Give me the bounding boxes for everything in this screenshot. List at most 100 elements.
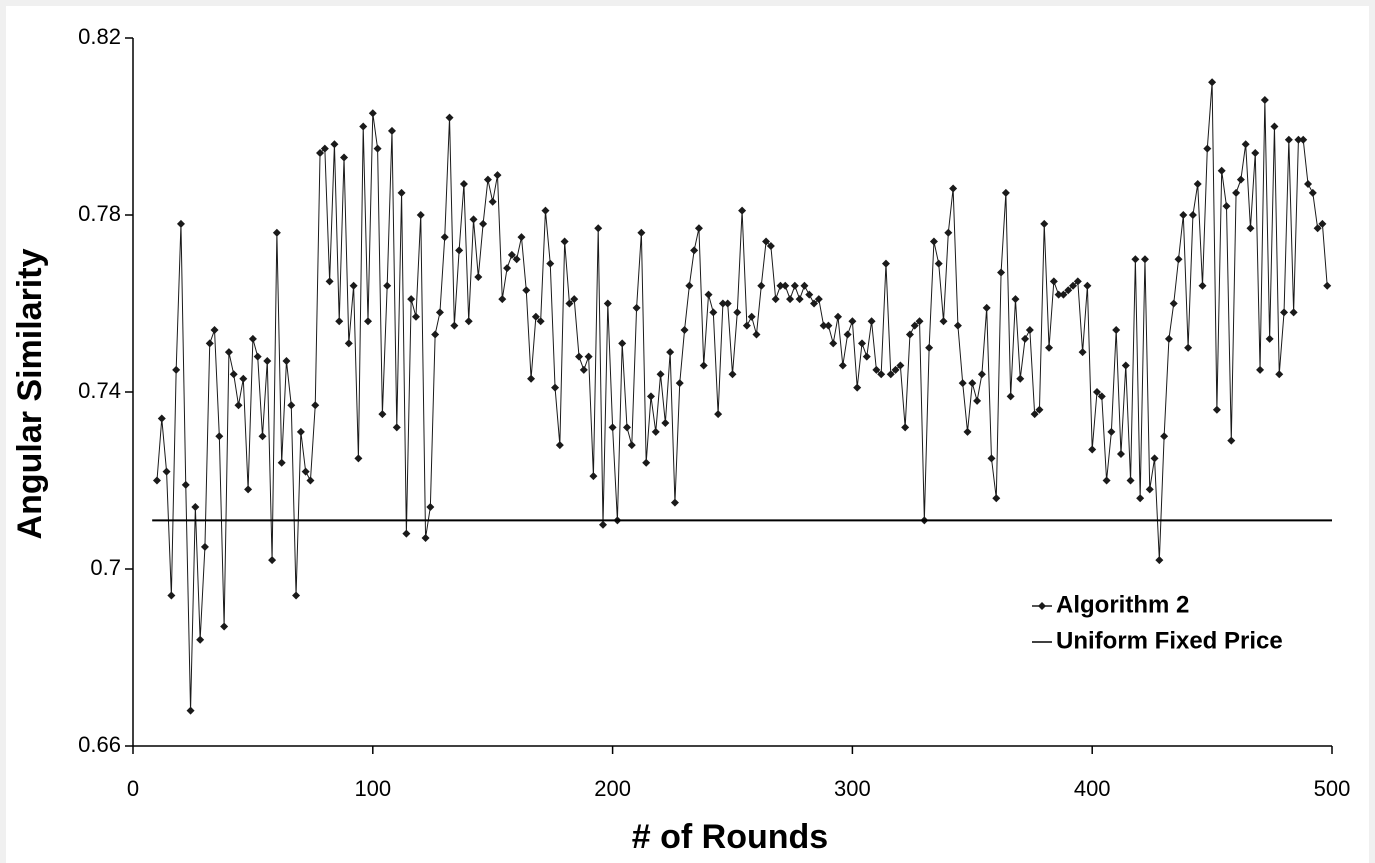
y-axis-title: Angular Similarity [11, 248, 49, 539]
point [316, 149, 325, 158]
point [1040, 219, 1049, 228]
point [152, 476, 161, 485]
point [431, 330, 440, 339]
point [1035, 405, 1044, 414]
point [690, 246, 699, 255]
point [992, 494, 1001, 503]
point [1160, 432, 1169, 441]
point [272, 228, 281, 237]
point [292, 591, 301, 600]
point [1140, 255, 1149, 264]
point [776, 281, 785, 290]
point [421, 534, 430, 543]
point [575, 352, 584, 361]
point [1198, 281, 1207, 290]
point [651, 427, 660, 436]
point [565, 299, 574, 308]
point [555, 441, 564, 450]
point [862, 352, 871, 361]
point [354, 454, 363, 463]
point [1251, 149, 1260, 158]
point [200, 542, 209, 551]
point [1313, 224, 1322, 233]
point [810, 299, 819, 308]
point [881, 259, 890, 268]
point [1260, 95, 1269, 104]
point [311, 401, 320, 410]
legend-marker [1038, 602, 1046, 610]
point [704, 290, 713, 299]
point [1112, 326, 1121, 335]
point [905, 330, 914, 339]
point [824, 321, 833, 330]
point [1265, 334, 1274, 343]
point [320, 144, 329, 153]
point [747, 312, 756, 321]
point [1294, 135, 1303, 144]
point [215, 432, 224, 441]
point [205, 339, 214, 348]
point [498, 295, 507, 304]
point [786, 295, 795, 304]
point [877, 370, 886, 379]
point [958, 379, 967, 388]
y-tick-label: 0.82 [78, 24, 121, 49]
point [843, 330, 852, 339]
point [1179, 211, 1188, 219]
point [829, 339, 838, 348]
point [268, 556, 277, 565]
y-tick-label: 0.66 [78, 732, 121, 757]
point [805, 290, 814, 299]
point [1064, 286, 1073, 295]
point [675, 379, 684, 388]
legend-label: Algorithm 2 [1056, 591, 1189, 618]
point [464, 317, 473, 326]
point [387, 126, 396, 135]
point [1049, 277, 1058, 286]
point [488, 197, 497, 206]
point [546, 259, 555, 268]
point [176, 219, 185, 228]
point [325, 277, 334, 286]
point [1169, 299, 1178, 308]
point [426, 503, 435, 512]
point [896, 361, 905, 370]
point [738, 206, 747, 215]
point [248, 334, 257, 343]
point [1021, 334, 1030, 343]
point [1212, 405, 1221, 414]
point [622, 423, 631, 432]
point [1011, 295, 1020, 304]
point [632, 303, 641, 312]
point [167, 591, 176, 600]
point [757, 281, 766, 290]
point [522, 286, 531, 295]
point [584, 352, 593, 361]
point [1188, 211, 1197, 219]
point [527, 374, 536, 383]
point [253, 352, 262, 361]
point [790, 281, 799, 290]
point [1208, 78, 1217, 87]
point [172, 365, 181, 374]
point [378, 410, 387, 419]
point [1088, 445, 1097, 454]
point [987, 454, 996, 463]
point [1164, 334, 1173, 343]
point [1280, 308, 1289, 317]
point [536, 317, 545, 326]
x-tick-label: 400 [1074, 776, 1111, 801]
point [450, 321, 459, 330]
point [867, 317, 876, 326]
point [968, 379, 977, 388]
point [1150, 454, 1159, 463]
point [982, 303, 991, 312]
point [455, 246, 464, 255]
point [1116, 449, 1125, 458]
point [474, 272, 483, 281]
point [1155, 556, 1164, 565]
point [699, 361, 708, 370]
point [263, 357, 272, 366]
point [234, 401, 243, 410]
point [915, 317, 924, 326]
